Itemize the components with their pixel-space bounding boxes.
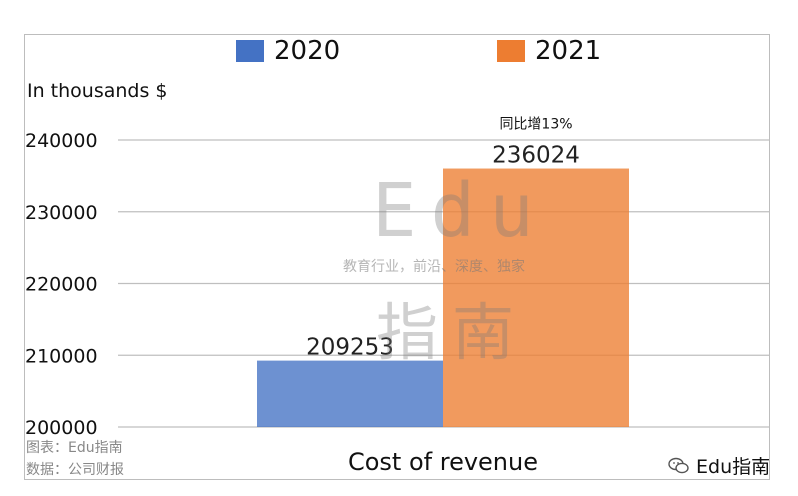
- chart-legend: 2020 2021: [0, 36, 798, 66]
- watermark-logo: Edu: [372, 168, 548, 254]
- brand-footer: Edu指南: [668, 452, 770, 479]
- y-tick-label-210000: 210000: [25, 345, 98, 367]
- bar-2021: [443, 168, 629, 427]
- brand-name: Edu指南: [696, 456, 771, 478]
- legend-label-2021: 2021: [535, 36, 602, 66]
- y-tick-label-220000: 220000: [25, 274, 98, 296]
- legend-item-2021: 2021: [497, 36, 601, 66]
- bar-2020: [257, 360, 443, 427]
- legend-swatch-2020: [236, 40, 264, 62]
- data-label-2021: 236024: [492, 143, 580, 169]
- legend-label-2020: 2020: [274, 36, 341, 66]
- y-axis-unit-label: In thousands $: [27, 80, 168, 102]
- data-label-2020: 209253: [306, 335, 394, 361]
- y-tick-label-200000: 200000: [25, 417, 98, 439]
- source-line-data: 数据：公司财报: [26, 462, 124, 478]
- x-axis-label: Cost of revenue: [347, 448, 538, 476]
- y-tick-label-230000: 230000: [25, 202, 98, 224]
- y-tick-label-240000: 240000: [25, 130, 98, 152]
- source-line-chart: 图表：Edu指南: [26, 440, 123, 456]
- chart-frame: [24, 34, 770, 480]
- watermark-chars: 指南: [376, 296, 529, 369]
- annotation-0: 同比增13%: [499, 117, 572, 133]
- wechat-icon: [668, 457, 690, 475]
- legend-swatch-2021: [497, 40, 525, 62]
- legend-item-2020: 2020: [236, 36, 340, 66]
- watermark-tagline: 教育行业，前沿、深度、独家: [343, 259, 525, 275]
